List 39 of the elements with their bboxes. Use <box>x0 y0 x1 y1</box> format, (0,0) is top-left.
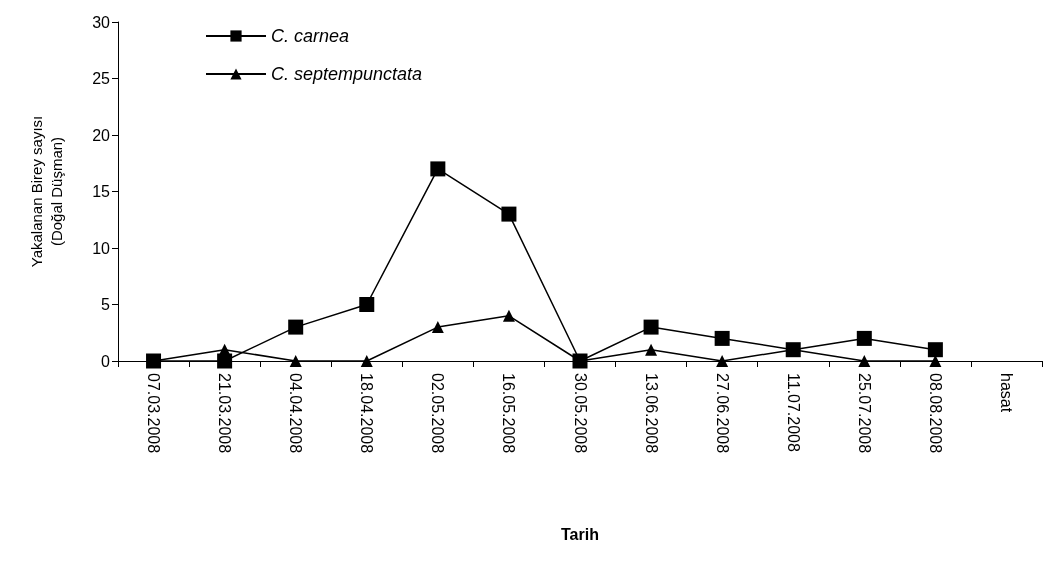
y-tick-label: 20 <box>92 126 111 144</box>
point <box>645 343 658 356</box>
legend-label: C. septempunctata <box>271 64 423 84</box>
point <box>360 355 373 367</box>
legend-label: C. carnea <box>271 26 350 46</box>
point <box>501 206 517 222</box>
point <box>858 355 871 367</box>
point <box>288 319 304 335</box>
point <box>856 330 872 346</box>
x-tick-label: 02.05.2008 <box>429 373 447 454</box>
y-tick-label: 30 <box>92 13 111 31</box>
point <box>927 342 943 358</box>
point <box>502 309 515 322</box>
point <box>431 321 444 334</box>
x-tick-label: 13.06.2008 <box>642 373 660 454</box>
x-tick-label: hasat <box>997 373 1015 413</box>
y-tick-label: 25 <box>92 70 111 87</box>
x-tick-label: 18.04.2008 <box>358 373 376 454</box>
x-tick-label: 27.06.2008 <box>713 373 731 454</box>
point <box>289 355 302 367</box>
y-tick-label: 0 <box>101 352 111 370</box>
x-tick-label: 11.07.2008 <box>784 373 802 452</box>
point <box>430 161 446 177</box>
point <box>716 355 729 367</box>
x-tick-label: 25.07.2008 <box>855 373 873 454</box>
x-tick-label: 21.03.2008 <box>216 373 234 454</box>
y-tick-label: 5 <box>101 296 111 313</box>
x-tick-label: 16.05.2008 <box>500 373 518 454</box>
point <box>359 297 375 312</box>
y-tick-label: 15 <box>92 183 111 200</box>
point <box>714 330 730 346</box>
y-tick-label: 10 <box>92 239 111 257</box>
x-tick-label: 07.03.2008 <box>145 373 163 454</box>
point <box>643 319 659 335</box>
x-tick-label: 30.05.2008 <box>571 373 589 454</box>
x-tick-label: 08.08.2008 <box>926 373 944 454</box>
x-tick-label: 04.04.2008 <box>287 373 305 454</box>
y-axis-title: Yakalanan Birey sayısı (Doğal Düşman) <box>27 115 65 268</box>
x-axis-title: Tarih <box>561 525 599 543</box>
